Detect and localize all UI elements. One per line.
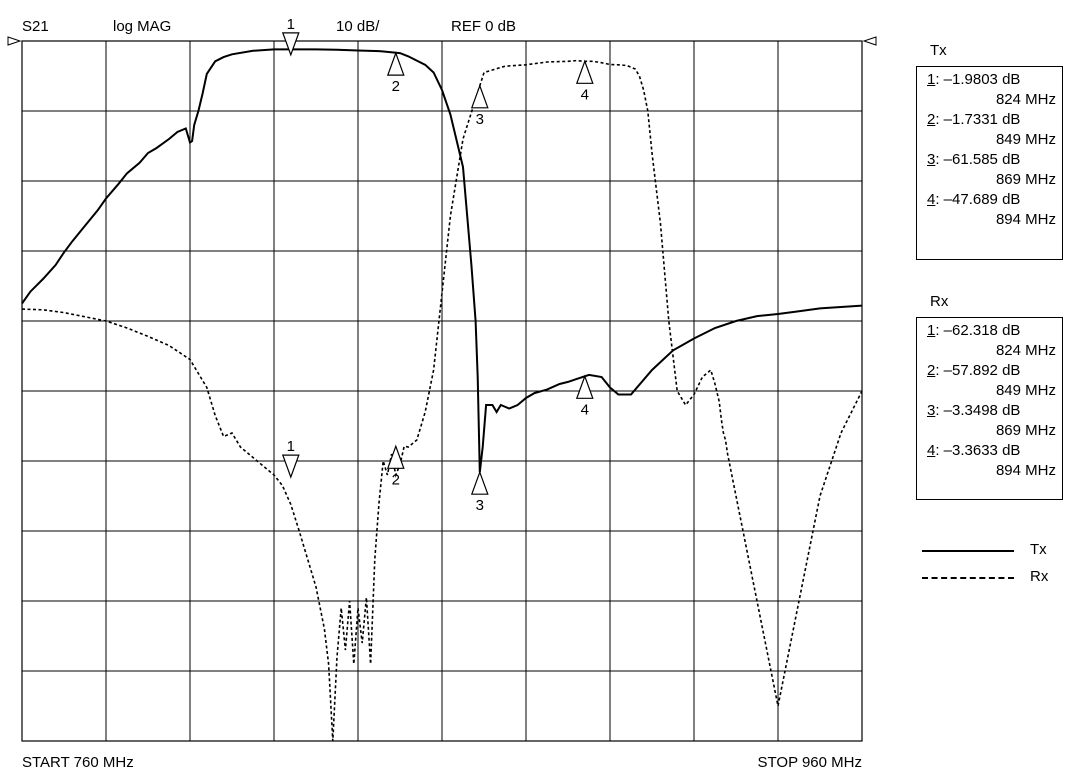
tx-marker-table: 1: –1.9803 dB 824 MHz 2: –1.7331 dB 849 MH… (916, 66, 1063, 260)
marker-rx-2: 2 (386, 444, 405, 488)
tx-marker-entry-2: 2: –1.7331 dB 849 MHz (927, 111, 1056, 148)
marker-pointer (575, 59, 594, 84)
legend-label-rx: Rx (1030, 568, 1049, 585)
trace-rx (21, 59, 863, 742)
marker-label: 2 (392, 471, 400, 488)
marker-pointer (386, 51, 405, 76)
marker-pointer (281, 32, 300, 57)
marker-tx-2: 2 (386, 51, 405, 95)
tx-panel-title: Tx (930, 42, 947, 59)
marker-label: 3 (476, 497, 484, 514)
legend-swatch-rx (922, 577, 1014, 579)
legend-item-tx: Tx (918, 540, 1063, 560)
tx-marker-entry-1: 1: –1.9803 dB 824 MHz (927, 71, 1056, 108)
marker-label: 4 (581, 86, 589, 103)
chart-grid (22, 41, 862, 741)
rx-marker-entry-4: 4: –3.3633 dB 894 MHz (927, 442, 1056, 479)
rx-marker-table: 1: –62.318 dB 824 MHz 2: –57.892 dB 849 MH… (916, 317, 1063, 500)
parameter-label: S21 (22, 18, 49, 35)
marker-pointer (575, 374, 594, 399)
rx-panel-title: Rx (930, 293, 949, 310)
marker-rx-4: 4 (575, 374, 594, 418)
marker-label: 1 (287, 16, 295, 33)
start-frequency-label: START 760 MHz (22, 754, 134, 771)
marker-pointer (281, 454, 300, 479)
rx-marker-entry-1: 1: –62.318 dB 824 MHz (927, 322, 1056, 359)
marker-tx-4: 4 (575, 59, 594, 103)
marker-label: 2 (392, 78, 400, 95)
marker-label: 1 (287, 438, 295, 455)
trace-tx (21, 48, 863, 473)
stop-frequency-label: STOP 960 MHz (758, 754, 863, 771)
reference-label: REF 0 dB (451, 18, 516, 35)
tx-marker-entry-3: 3: –61.585 dB 869 MHz (927, 151, 1056, 188)
marker-pointer (470, 84, 489, 109)
legend-item-rx: Rx (918, 567, 1063, 587)
marker-pointer (386, 444, 405, 469)
left-reference-pointer (7, 36, 22, 46)
marker-layer: 1 2 3 4 1 2 3 4 (281, 16, 594, 514)
legend-swatch-tx (922, 550, 1014, 552)
marker-label: 3 (476, 111, 484, 128)
marker-label: 4 (581, 401, 589, 418)
format-label: log MAG (113, 18, 171, 35)
right-reference-pointer (862, 36, 877, 46)
marker-tx-1: 1 (281, 16, 300, 57)
marker-rx-1: 1 (281, 438, 300, 479)
marker-rx-3: 3 (470, 470, 489, 514)
trace-layer (21, 48, 863, 742)
marker-pointer (470, 470, 489, 495)
marker-tx-3: 3 (470, 84, 489, 128)
scale-label: 10 dB/ (336, 18, 380, 35)
legend-label-tx: Tx (1030, 541, 1047, 558)
tx-marker-entry-4: 4: –47.689 dB 894 MHz (927, 191, 1056, 228)
rx-marker-entry-2: 2: –57.892 dB 849 MHz (927, 362, 1056, 399)
rx-marker-entry-3: 3: –3.3498 dB 869 MHz (927, 402, 1056, 439)
